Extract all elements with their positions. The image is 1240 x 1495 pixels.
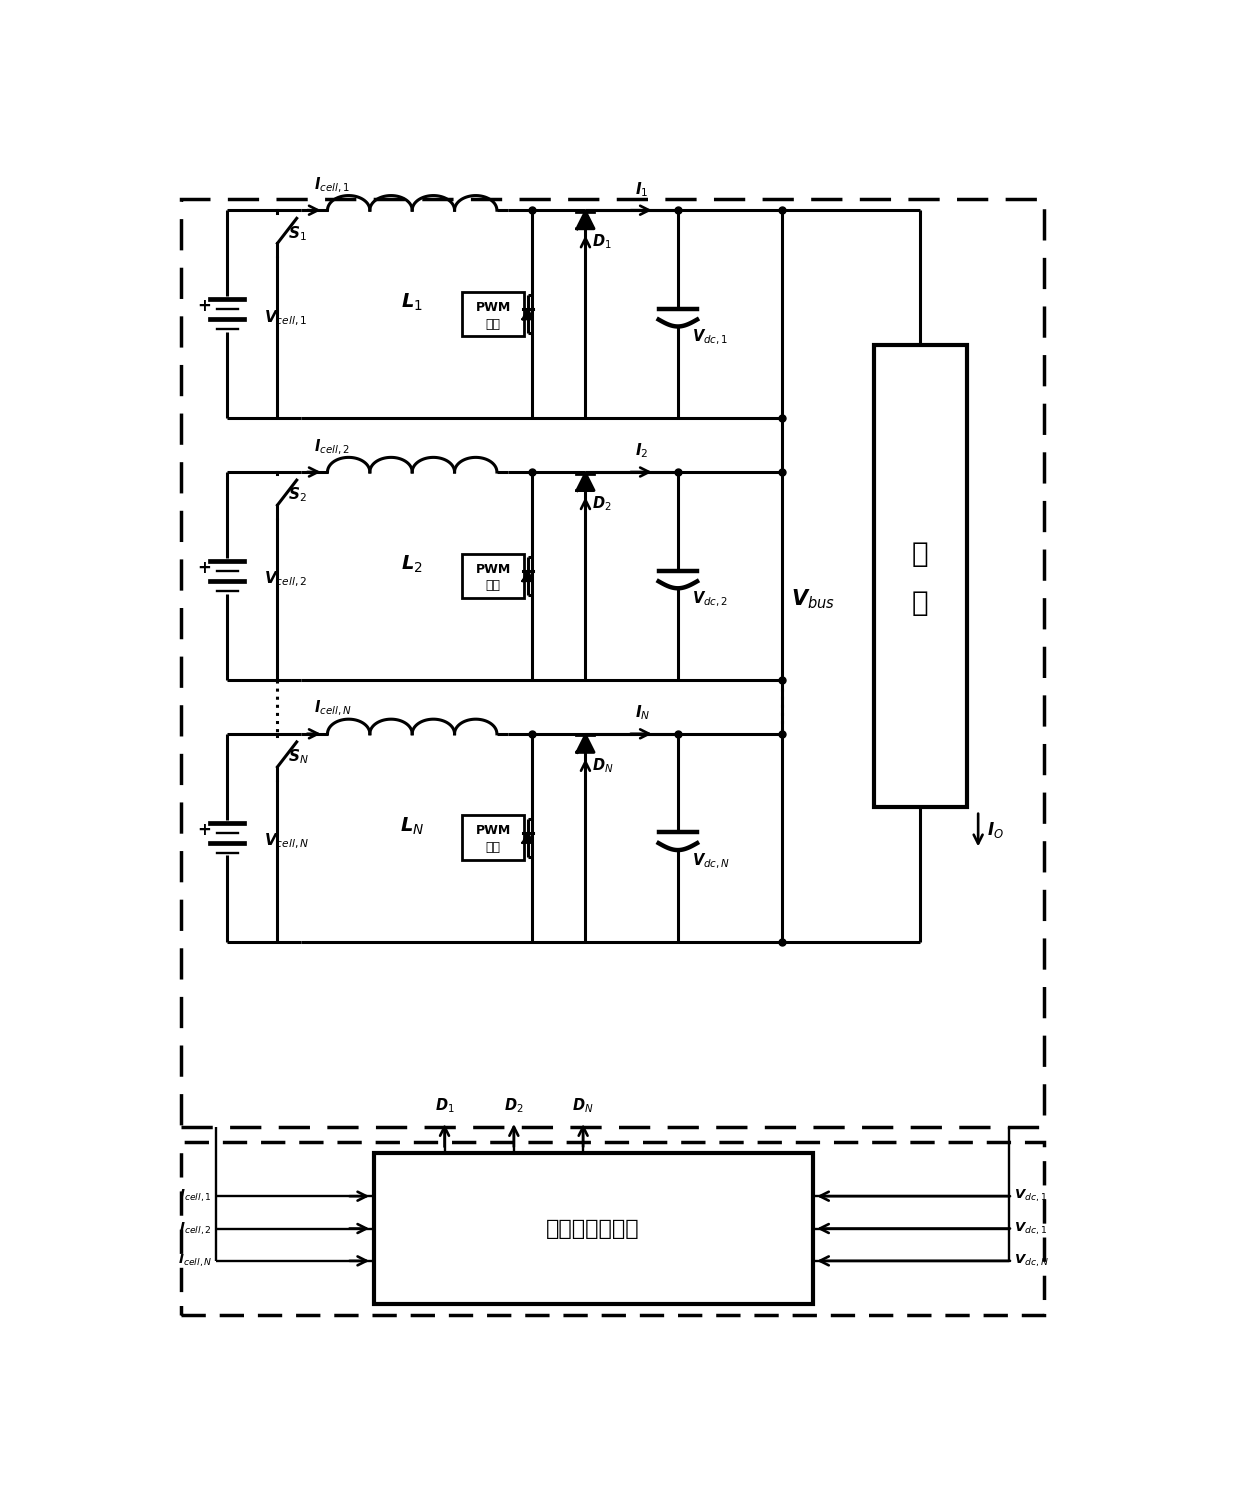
Text: S$_N$: S$_N$ xyxy=(288,748,309,767)
Polygon shape xyxy=(577,474,594,490)
Text: I$_1$: I$_1$ xyxy=(635,179,649,199)
Text: 驱动: 驱动 xyxy=(486,842,501,854)
Text: D$_N$: D$_N$ xyxy=(591,756,614,774)
Polygon shape xyxy=(523,571,533,582)
Bar xyxy=(463,815,523,860)
Text: V$_{dc,1}$: V$_{dc,1}$ xyxy=(692,327,728,347)
Text: V$_{dc,N}$: V$_{dc,N}$ xyxy=(1014,1253,1049,1269)
Text: PWM: PWM xyxy=(475,300,511,314)
Text: I$_{cell,2}$: I$_{cell,2}$ xyxy=(180,1220,212,1236)
Text: V$_{dc,1}$: V$_{dc,1}$ xyxy=(1014,1220,1048,1236)
Text: PWM: PWM xyxy=(475,824,511,837)
Bar xyxy=(181,1142,1044,1316)
Text: D$_1$: D$_1$ xyxy=(435,1096,454,1115)
Polygon shape xyxy=(523,833,533,843)
Text: I$_2$: I$_2$ xyxy=(635,441,649,460)
Bar xyxy=(874,345,967,807)
Text: I$_O$: I$_O$ xyxy=(987,821,1004,840)
Text: I$_{cell,1}$: I$_{cell,1}$ xyxy=(315,175,351,194)
Text: +: + xyxy=(197,821,211,839)
Text: L$_1$: L$_1$ xyxy=(402,292,423,314)
Text: V$_{dc,N}$: V$_{dc,N}$ xyxy=(692,851,730,870)
Text: V$_{cell,2}$: V$_{cell,2}$ xyxy=(264,570,308,589)
Text: 负: 负 xyxy=(913,540,929,568)
Text: I$_{cell,N}$: I$_{cell,N}$ xyxy=(177,1253,212,1269)
Text: L$_N$: L$_N$ xyxy=(401,816,424,837)
Text: V$_{cell,N}$: V$_{cell,N}$ xyxy=(264,831,310,851)
Text: I$_{cell,1}$: I$_{cell,1}$ xyxy=(180,1189,212,1205)
Text: V$_{dc,2}$: V$_{dc,2}$ xyxy=(692,589,728,608)
Bar xyxy=(463,553,523,598)
Text: 驱动: 驱动 xyxy=(486,580,501,592)
Bar xyxy=(463,292,523,336)
Bar xyxy=(181,199,1044,1127)
Polygon shape xyxy=(577,736,594,752)
Text: +: + xyxy=(197,559,211,577)
Text: D$_1$: D$_1$ xyxy=(591,233,611,251)
Text: 驱动: 驱动 xyxy=(486,317,501,330)
Text: S$_1$: S$_1$ xyxy=(288,224,308,242)
Text: 载: 载 xyxy=(913,589,929,617)
Text: D$_2$: D$_2$ xyxy=(503,1096,523,1115)
Polygon shape xyxy=(523,309,533,318)
Bar xyxy=(373,1154,812,1304)
Text: D$_2$: D$_2$ xyxy=(591,495,611,513)
Text: 外部采样控制器: 外部采样控制器 xyxy=(547,1218,640,1239)
Text: I$_{cell,N}$: I$_{cell,N}$ xyxy=(315,700,352,719)
Text: PWM: PWM xyxy=(475,562,511,576)
Text: V$_{cell,1}$: V$_{cell,1}$ xyxy=(264,308,308,327)
Text: V$_{dc,1}$: V$_{dc,1}$ xyxy=(1014,1189,1048,1205)
Text: D$_N$: D$_N$ xyxy=(573,1096,594,1115)
Text: L$_2$: L$_2$ xyxy=(402,553,423,576)
Text: S$_2$: S$_2$ xyxy=(288,486,308,504)
Polygon shape xyxy=(577,212,594,229)
Text: V$_{bus}$: V$_{bus}$ xyxy=(791,588,836,611)
Text: I$_{cell,2}$: I$_{cell,2}$ xyxy=(315,438,350,456)
Text: +: + xyxy=(197,298,211,315)
Text: I$_N$: I$_N$ xyxy=(635,704,651,722)
